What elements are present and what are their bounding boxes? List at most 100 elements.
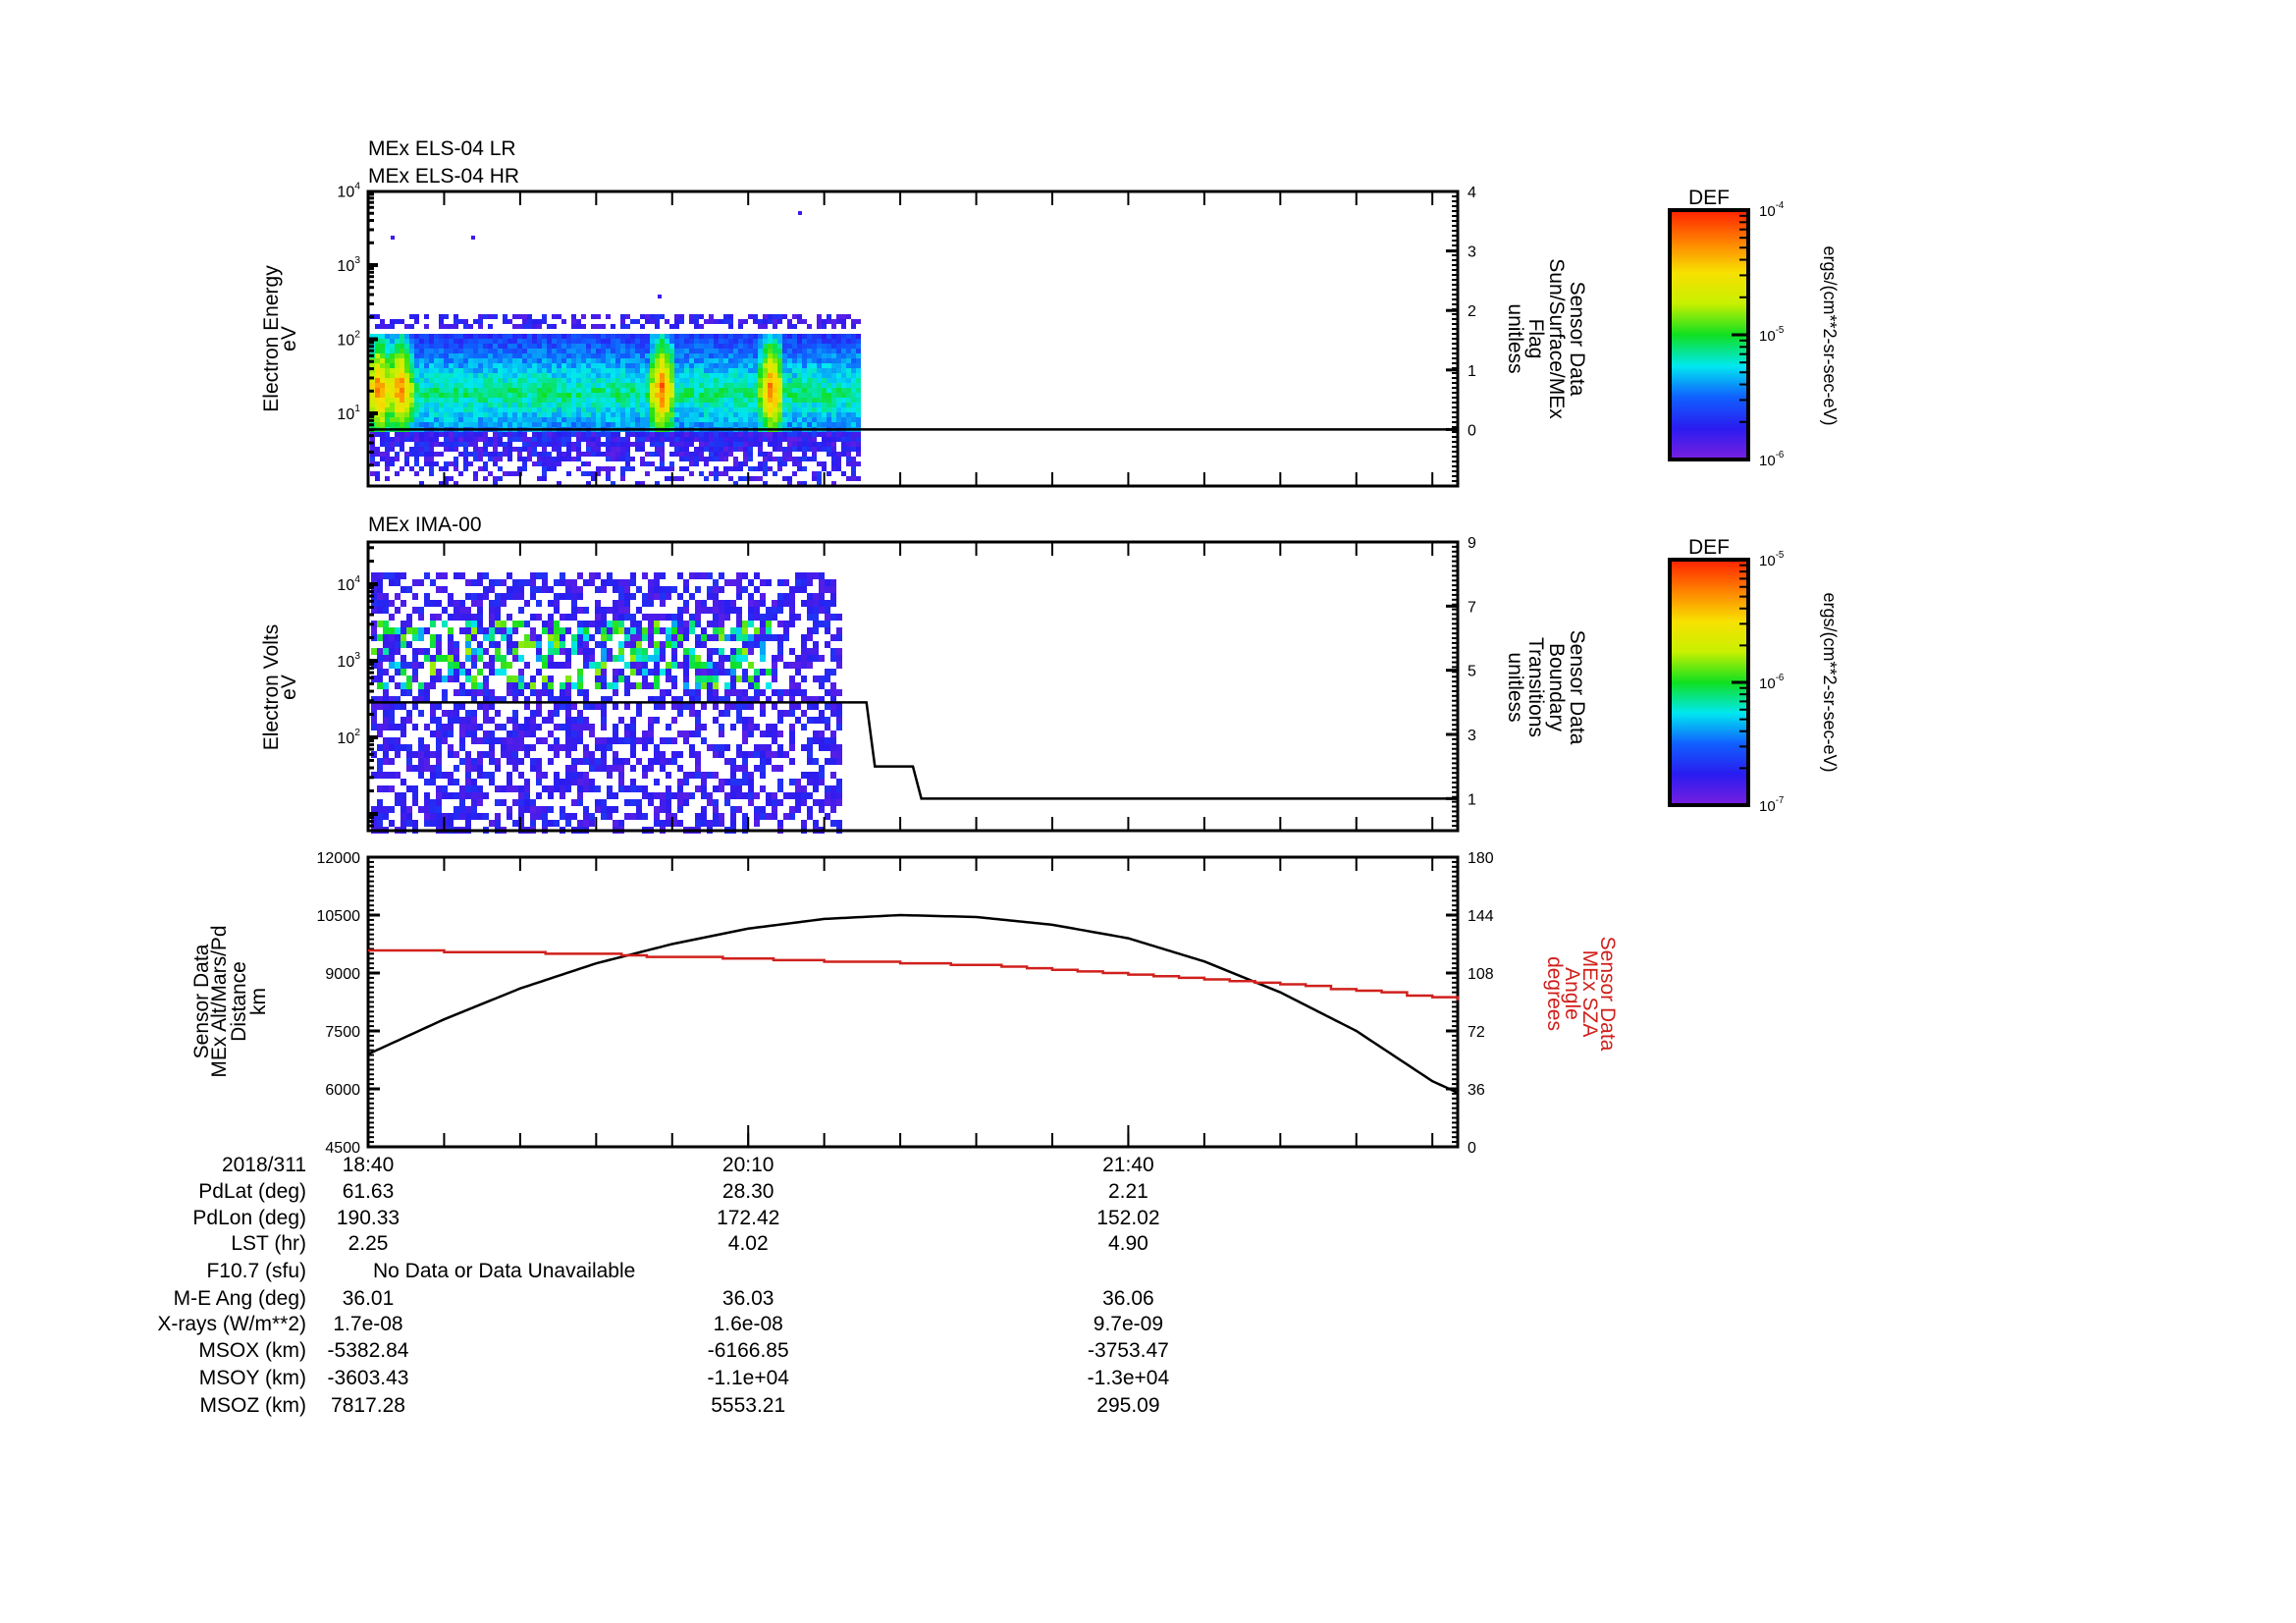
els-spectrogram-cell — [561, 334, 566, 339]
els-spectrogram-cell — [571, 388, 576, 393]
els-spectrogram-cell — [763, 407, 768, 412]
els-spectrogram-cell — [856, 412, 861, 417]
els-spectrogram-cell — [807, 393, 812, 398]
ima-spectrogram-cell — [371, 772, 377, 779]
els-spectrogram-cell — [606, 363, 611, 368]
els-spectrogram-cell — [424, 432, 429, 437]
els-spectrogram-cell — [620, 368, 625, 373]
ima-spectrogram-cell — [819, 676, 825, 682]
els-spectrogram-cell — [468, 407, 473, 412]
ima-spectrogram-cell — [471, 579, 477, 586]
els-spectrogram-cell — [704, 383, 709, 388]
els-spectrogram-cell — [419, 368, 424, 373]
els-spectrogram-cell — [522, 334, 527, 339]
els-spectrogram-cell — [581, 407, 586, 412]
els-spectrogram-cell — [606, 398, 611, 403]
els-spectrogram-cell — [812, 344, 817, 349]
els-spectrogram-cell — [483, 368, 488, 373]
ima-spectrogram-cell — [736, 648, 742, 655]
els-spectrogram-cell — [615, 388, 620, 393]
ima-spectrogram-cell — [418, 607, 424, 614]
els-spectrogram-cell — [557, 442, 561, 447]
els-spectrogram-cell — [370, 471, 375, 476]
els-spectrogram-cell — [763, 393, 768, 398]
els-spectrogram-cell — [723, 373, 728, 378]
ima-spectrogram-cell — [654, 792, 660, 799]
ima-spectrogram-cell — [830, 806, 836, 813]
els-spectrogram-cell — [640, 432, 645, 437]
els-spectrogram-cell — [777, 403, 782, 407]
ima-spectrogram-cell — [754, 607, 760, 614]
ima-spectrogram-cell — [789, 737, 795, 744]
els-spectrogram-cell — [792, 417, 797, 422]
els-spectrogram-cell — [439, 378, 444, 383]
els-spectrogram-cell — [738, 319, 743, 324]
els-spectrogram-cell — [370, 378, 375, 383]
els-spectrogram-cell — [645, 417, 650, 422]
ima-spectrogram-cell — [830, 751, 836, 758]
ima-spectrogram-cell — [542, 627, 548, 634]
ima-spectrogram-cell — [465, 669, 471, 676]
ima-spectrogram-cell — [560, 696, 565, 703]
ima-spectrogram-cell — [512, 751, 518, 758]
els-spectrogram-cell — [797, 349, 802, 353]
els-spectrogram-cell — [689, 393, 694, 398]
els-spectrogram-cell — [532, 461, 537, 466]
ima-spectrogram-cell — [524, 792, 530, 799]
ima-spectrogram-cell — [742, 586, 748, 593]
ima-spectrogram-cell — [801, 586, 807, 593]
els-spectrogram-cell — [787, 442, 792, 447]
ima-spectrogram-cell — [754, 806, 760, 813]
els-spectrogram-cell — [782, 373, 787, 378]
els-spectrogram-cell — [561, 432, 566, 437]
ima-spectrogram-cell — [601, 737, 607, 744]
els-spectrogram-cell — [615, 442, 620, 447]
els-spectrogram-cell — [532, 398, 537, 403]
ima-spectrogram-cell — [748, 662, 754, 669]
ima-spectrogram-cell — [530, 682, 536, 689]
els-spectrogram-cell — [640, 442, 645, 447]
ima-spectrogram-cell — [736, 779, 742, 785]
els-spectrogram-cell — [586, 358, 591, 363]
ima-spectrogram-cell — [618, 676, 624, 682]
ima-spectrogram-cell — [424, 792, 430, 799]
els-spectrogram-cell — [557, 344, 561, 349]
els-spectrogram-cell — [557, 481, 561, 486]
els-spectrogram-cell — [758, 339, 763, 344]
els-spectrogram-cell — [434, 358, 439, 363]
els-spectrogram-cell — [395, 368, 400, 373]
ima-spectrogram-cell — [412, 669, 418, 676]
els-spectrogram-cell — [419, 349, 424, 353]
els-spectrogram-cell — [625, 388, 630, 393]
els-spectrogram-cell — [792, 378, 797, 383]
ima-spectrogram-cell — [807, 648, 813, 655]
ima-spectrogram-cell — [836, 779, 842, 785]
ima-spectrogram-cell — [571, 614, 577, 621]
ima-spectrogram-cell — [524, 662, 530, 669]
ima-spectrogram-cell — [807, 737, 813, 744]
ima-spectrogram-cell — [795, 717, 801, 724]
els-spectrogram-cell — [620, 442, 625, 447]
ima-spectrogram-cell — [430, 621, 436, 627]
els-spectrogram-cell — [768, 437, 773, 442]
els-spectrogram-cell — [557, 314, 561, 319]
ima-spectrogram-cell — [565, 813, 571, 820]
els-spectrogram-cell — [679, 358, 684, 363]
ima-spectrogram-cell — [766, 682, 772, 689]
els-spectrogram-cell — [454, 481, 458, 486]
els-spectrogram-cell — [532, 412, 537, 417]
ima-spectrogram-cell — [395, 751, 400, 758]
els-spectrogram-cell — [822, 383, 827, 388]
ima-spectrogram-cell — [801, 689, 807, 696]
els-spectrogram-cell — [571, 398, 576, 403]
ima-spectrogram-cell — [736, 751, 742, 758]
els-spectrogram-cell — [527, 457, 532, 461]
ima-spectrogram-cell — [595, 607, 601, 614]
ima-spectrogram-cell — [400, 744, 406, 751]
els-spectrogram-cell — [846, 373, 851, 378]
ima-spectrogram-cell — [477, 614, 483, 621]
ima-spectrogram-cell — [736, 676, 742, 682]
ima-spectrogram-cell — [524, 730, 530, 737]
els-spectrogram-cell — [532, 358, 537, 363]
els-spectrogram-cell — [630, 363, 635, 368]
